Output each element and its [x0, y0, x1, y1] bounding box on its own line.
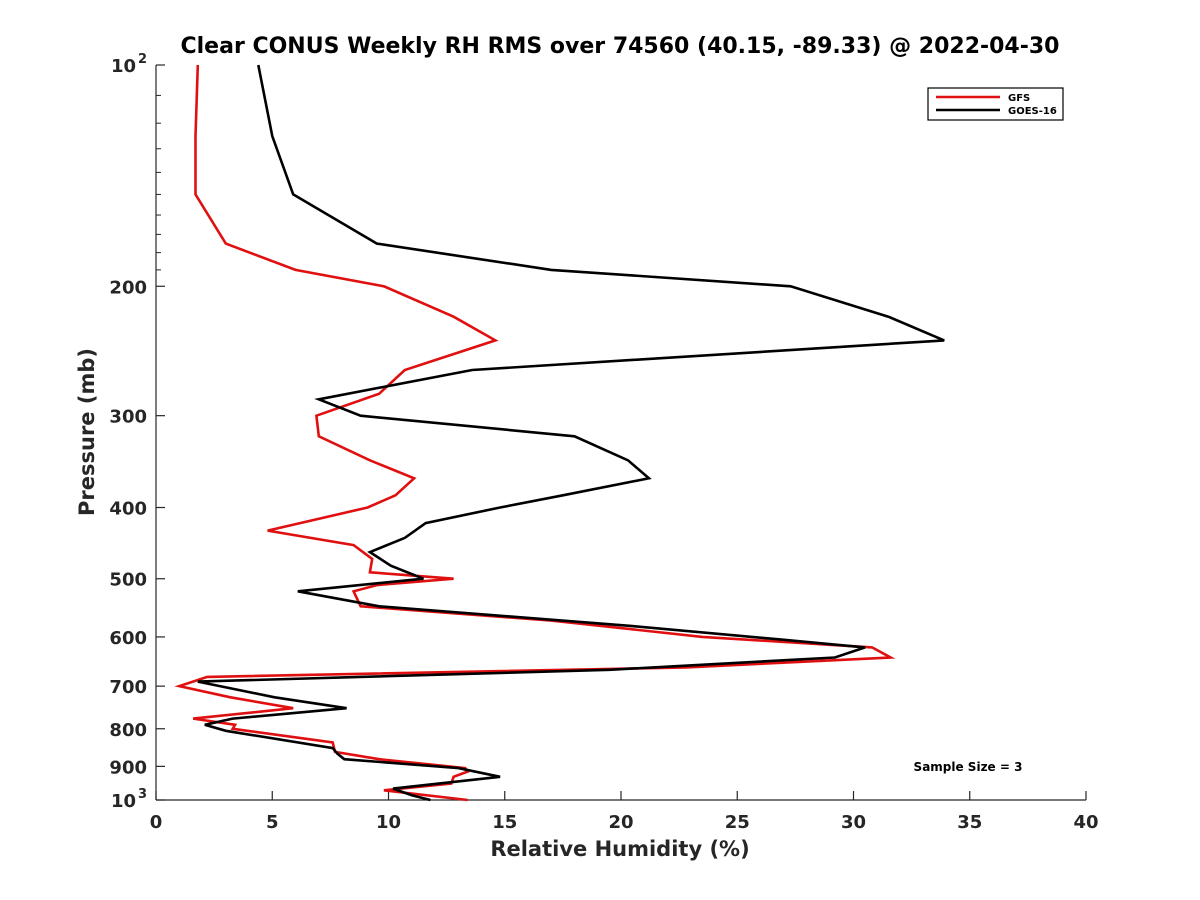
series-layer	[174, 64, 945, 802]
x-tick-label: 40	[1073, 812, 1098, 833]
y-tick-label: 800	[109, 720, 147, 741]
plot-area	[155, 65, 1086, 801]
sample-size-annotation: Sample Size = 3	[914, 760, 1023, 774]
y-axis-label: Pressure (mb)	[75, 348, 99, 516]
x-tick-label: 25	[725, 812, 750, 833]
x-axis-label: Relative Humidity (%)	[490, 837, 749, 861]
x-tick-label: 5	[266, 812, 279, 833]
y-tick-label: 600	[109, 628, 147, 649]
x-axis: 0 5 10 15 20 25 30 35 40	[150, 791, 1099, 833]
x-tick-label: 15	[492, 812, 517, 833]
y-tick-label: 10	[111, 56, 136, 77]
y-tick-label: 10	[111, 791, 136, 812]
x-tick-label: 0	[150, 812, 163, 833]
chart-title: Clear CONUS Weekly RH RMS over 74560 (40…	[181, 34, 1060, 59]
y-tick-exponent: 3	[138, 787, 147, 802]
legend-box	[927, 87, 1064, 121]
legend: GFS GOES-16	[927, 87, 1064, 121]
y-tick-label: 300	[109, 407, 147, 428]
x-tick-label: 35	[957, 812, 982, 833]
x-tick-label: 10	[376, 812, 401, 833]
series-line-goes-16	[197, 64, 945, 802]
y-tick-label: 200	[109, 277, 147, 298]
y-tick-label: 700	[109, 677, 147, 698]
legend-entry: GOES-16	[1008, 106, 1057, 117]
y-tick-label: 900	[109, 757, 147, 778]
y-tick-label: 500	[109, 570, 147, 591]
legend-entry: GFS	[1008, 93, 1030, 104]
x-tick-label: 20	[608, 812, 633, 833]
x-tick-label: 30	[841, 812, 866, 833]
y-tick-label: 400	[109, 499, 147, 520]
y-tick-exponent: 2	[138, 52, 147, 67]
